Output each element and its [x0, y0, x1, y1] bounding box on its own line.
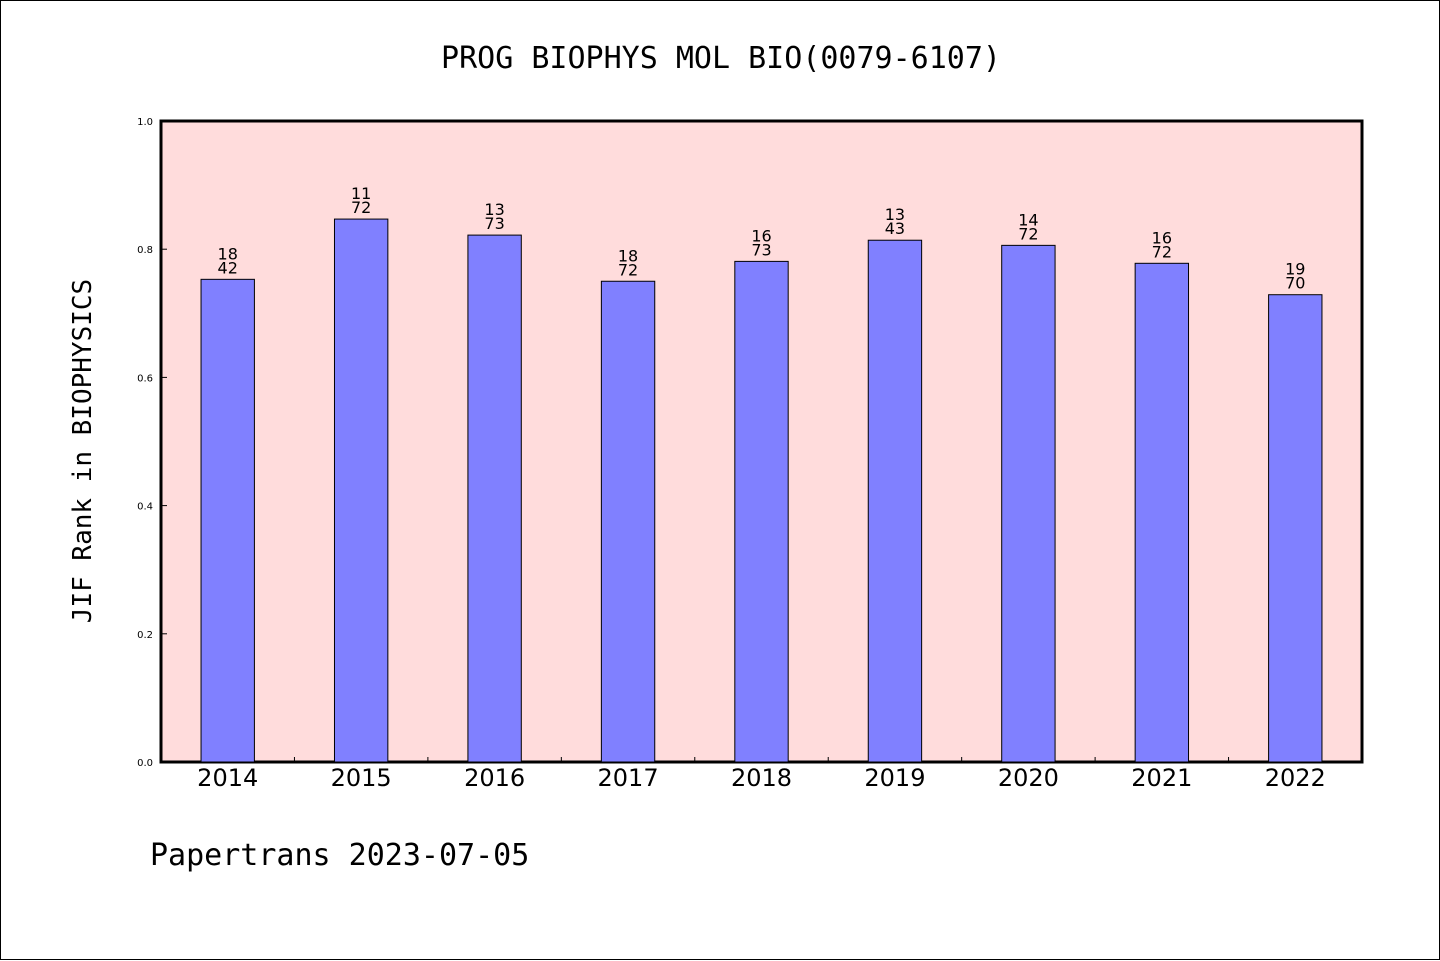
x-tick-label-2021: 2021: [1131, 764, 1192, 792]
x-axis: 2014 2015 2016 2017 2018 2019 2020 2021 2022: [197, 757, 1326, 792]
bar-label-top-2018: 16: [751, 226, 771, 245]
bar-label-bottom-2015: 72: [351, 198, 371, 217]
bar-label-bottom-2020: 72: [1018, 224, 1038, 243]
x-tick-label-2017: 2017: [598, 764, 659, 792]
y-tick-label-0.8: 0.8: [137, 245, 153, 256]
bar-label-bottom-2014: 42: [218, 258, 238, 277]
bar-label-bottom-2017: 72: [618, 260, 638, 279]
y-tick-label-0.4: 0.4: [137, 502, 153, 513]
bar-label-bottom-2022: 70: [1285, 274, 1305, 293]
y-axis-label: JIF Rank in BIOPHYSICS: [68, 279, 98, 623]
bar-2015: [333, 218, 389, 763]
bar-label-top-2014: 18: [218, 244, 238, 263]
x-tick-label-2016: 2016: [464, 764, 525, 792]
x-tick-label-2015: 2015: [331, 764, 392, 792]
bar-label-top-2015: 11: [351, 184, 371, 203]
bar-label-top-2020: 14: [1018, 210, 1038, 229]
bar-2019: [867, 239, 923, 763]
bar-label-top-2017: 18: [618, 246, 638, 265]
bar-label-top-2016: 13: [484, 200, 504, 219]
y-tick-label-0.6: 0.6: [137, 373, 153, 384]
bar-2018: [734, 260, 789, 763]
bar-2022: [1268, 294, 1323, 763]
bar-2017: [600, 280, 656, 763]
bar-label-bottom-2018: 73: [751, 240, 771, 259]
x-tick-label-2018: 2018: [731, 764, 792, 792]
x-tick-label-2019: 2019: [864, 764, 925, 792]
bar-2016: [467, 234, 522, 763]
bar-label-bottom-2021: 72: [1152, 242, 1172, 261]
y-axis: 0.0 0.2 0.4 0.6 0.8 1.0: [137, 117, 167, 769]
x-tick-label-2022: 2022: [1265, 764, 1326, 792]
y-tick-label-0.0: 0.0: [137, 758, 153, 769]
bar-label-top-2022: 19: [1285, 260, 1305, 279]
y-tick-label-1.0: 1.0: [137, 117, 153, 128]
x-tick-label-2014: 2014: [197, 764, 258, 792]
bar-2014: [200, 278, 255, 763]
chart-title: PROG BIOPHYS MOL BIO(0079-6107): [441, 41, 1001, 76]
bar-label-bottom-2019: 43: [885, 219, 905, 238]
y-tick-label-0.2: 0.2: [137, 630, 153, 641]
footer-credit: Papertrans 2023-07-05: [150, 838, 529, 873]
bar-2021: [1134, 262, 1190, 763]
bar-2020: [1001, 244, 1056, 763]
x-tick-label-2020: 2020: [998, 764, 1059, 792]
bar-label-top-2019: 13: [885, 205, 905, 224]
bar-label-bottom-2016: 73: [484, 214, 504, 233]
bar-label-top-2021: 16: [1152, 228, 1172, 247]
